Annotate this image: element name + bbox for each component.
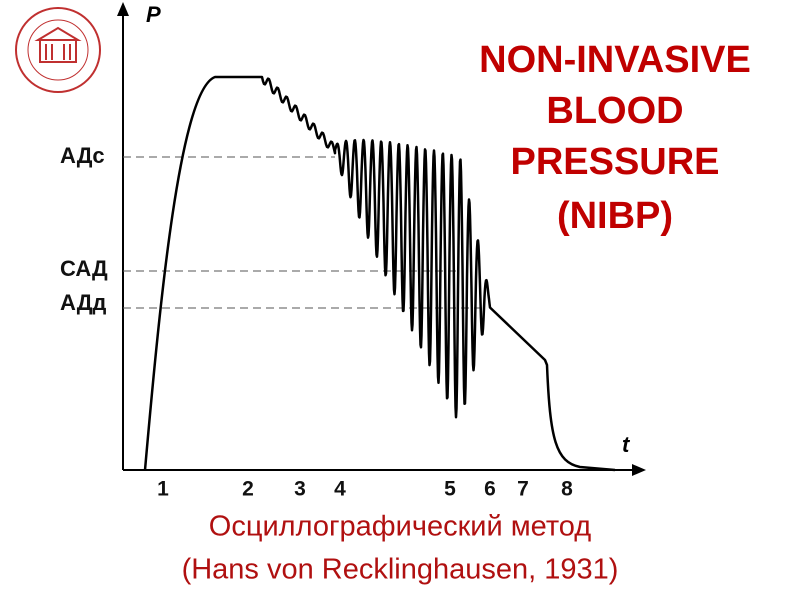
point-label: 6 [484,478,496,501]
level-label: АДс [60,143,105,168]
level-label: АДд [60,290,106,315]
caption-line: Осциллографический метод [209,511,591,543]
point-label: 8 [561,478,573,501]
title-line: NON-INVASIVE [479,39,751,81]
point-label: 7 [517,478,529,501]
point-label: 4 [334,478,346,501]
title-line: PRESSURE [510,141,719,183]
point-label: 3 [294,478,306,501]
title-line: (NIBP) [557,195,673,237]
point-label: 2 [242,478,254,501]
level-label: САД [60,256,108,281]
caption-line: (Hans von Recklinghausen, 1931) [182,554,619,586]
y-axis-label: P [146,2,161,27]
point-label: 1 [157,478,169,501]
title-line: BLOOD [546,90,683,132]
x-axis-label: t [622,432,631,457]
logo [15,7,101,93]
point-label: 5 [444,478,456,501]
pressure-curve [143,75,616,472]
